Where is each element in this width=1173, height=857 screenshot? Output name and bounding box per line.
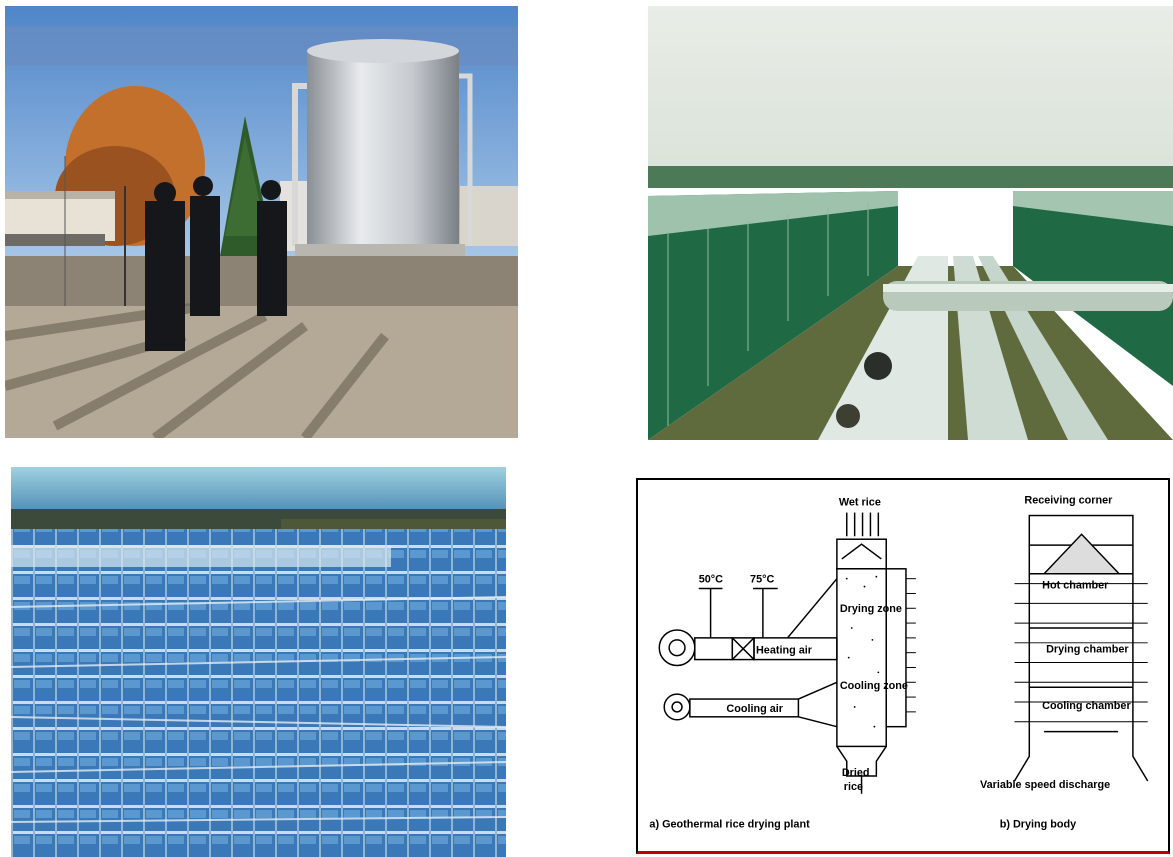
greenhouse-roofs-photo <box>11 467 506 857</box>
receiving-corner-label: Receiving corner <box>1024 495 1113 507</box>
body-side-lines <box>1014 583 1148 723</box>
drying-zone-label: Drying zone <box>840 603 902 615</box>
cooling-chamber-label: Cooling chamber <box>1042 700 1131 712</box>
rice-drying-diagram: Wet rice Drying zone Coolin <box>636 478 1170 854</box>
column-fill-dots <box>845 575 880 728</box>
heating-air-label: Heating air <box>756 645 813 657</box>
drying-column <box>836 538 907 794</box>
cooling-zone-label: Cooling zone <box>840 680 908 692</box>
caption-b: b) Drying body <box>1000 818 1077 830</box>
drying-chamber-label: Drying chamber <box>1046 644 1129 656</box>
dried-rice-label-2: rice <box>844 781 863 793</box>
column-side-ticks <box>905 578 916 713</box>
wet-rice-label: Wet rice <box>839 497 881 509</box>
temp-label-75: 75°C <box>750 574 774 586</box>
wet-rice-arrows <box>846 512 880 537</box>
storage-tank-photo <box>5 6 518 438</box>
caption-a: a) Geothermal rice drying plant <box>649 818 810 830</box>
variable-speed-label: Variable speed discharge <box>980 779 1110 791</box>
greenhouse-pipeline-photo <box>648 6 1173 440</box>
dried-rice-label-1: Dried <box>842 767 870 779</box>
hot-chamber-label: Hot chamber <box>1042 580 1109 592</box>
cooling-air-label: Cooling air <box>726 703 783 715</box>
temp-label-50: 50°C <box>699 574 723 586</box>
cooling-duct <box>663 681 838 728</box>
heating-duct <box>658 578 838 667</box>
drying-body <box>1013 514 1149 782</box>
